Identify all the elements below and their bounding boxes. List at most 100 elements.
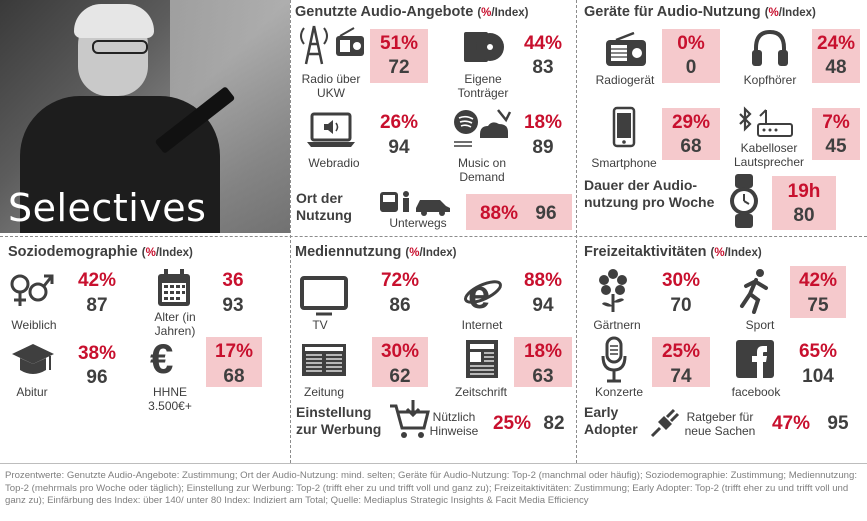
newspaper-idx: 62 [389,366,411,387]
radio-ukw-pct: 51% [379,33,419,54]
female-pct: 42% [77,270,117,291]
concerts-highlight [652,337,710,387]
facebook-icon [736,340,774,378]
usage-place-label: Unterwegs [389,216,447,230]
radio-device-label: Radiogerät [595,73,655,87]
devices-title: Geräte für Audio-Nutzung (%/Index) [584,4,816,20]
shopping-cart-icon [388,400,430,440]
early-adopter-label: Ratgeber für neue Sachen [684,410,756,438]
age-label: Alter (in Jahren) [154,310,196,338]
magazine-icon [464,338,500,380]
divider-footer [0,463,867,464]
listening-duration-title: Dauer der Audio-nutzung pro Woche [584,177,715,210]
divider-vertical-1 [290,0,291,463]
tv-icon [300,276,348,316]
usage-place-title: Ort der Nutzung [296,190,352,223]
internet-pct: 88% [523,270,563,291]
wireless-speaker-highlight [812,108,860,160]
socio-title: Soziodemographie (%/Index) [8,244,193,260]
leisure-title: Freizeitaktivitäten (%/Index) [584,244,762,260]
income-idx: 68 [223,366,245,387]
travel-icon [378,188,454,216]
female-label: Weiblich [11,318,57,332]
own-media-idx: 83 [532,57,554,78]
radio-ukw-idx: 72 [388,57,410,78]
runner-icon [738,268,772,314]
gender-icon [8,270,56,310]
radio-device-idx: 0 [685,57,697,78]
footnote: Prozentwerte: Genutzte Audio-Angebote: Z… [5,470,857,506]
abitur-pct: 38% [77,343,117,364]
calendar-icon [156,268,192,308]
abitur-idx: 96 [86,367,108,388]
wireless-speaker-idx: 45 [825,136,847,157]
smartphone-icon [612,106,636,148]
newspaper-pct: 30% [380,341,420,362]
internet-label: Internet [461,318,503,332]
ad-attitude-label: Nützlich Hinweise [429,410,479,438]
headphones-highlight [812,29,860,83]
flower-icon [598,268,628,314]
ad-attitude-title: Einstellung zur Werbung [296,404,382,437]
radio-tower-icon [296,22,366,66]
newspaper-label: Zeitung [303,385,345,399]
sport-label: Sport [745,318,775,332]
own-media-label: Eigene Tonträger [457,72,509,100]
magazine-highlight [514,337,572,387]
listening-duration-value: 19h [787,181,821,202]
streaming-icon [452,108,514,152]
income-pct: 17% [214,341,254,362]
early-adopter-idx: 95 [827,413,849,434]
webradio-pct: 26% [379,112,419,133]
facebook-idx: 104 [802,366,834,387]
radio-icon [604,32,648,68]
listening-duration-highlight [772,176,836,230]
female-idx: 87 [86,295,108,316]
persona-label: Selectives [8,186,207,230]
smartphone-label: Smartphone [591,156,657,170]
income-highlight [206,337,262,387]
listening-duration-idx: 80 [793,205,815,226]
headphones-pct: 24% [816,33,856,54]
sport-highlight [790,266,846,318]
music-on-demand-label: Music on Demand [457,156,507,184]
gardening-pct: 30% [661,270,701,291]
facebook-pct: 65% [798,341,838,362]
smartphone-idx: 68 [680,136,702,157]
euro-icon: € [150,335,174,382]
concerts-idx: 74 [670,366,692,387]
persona-photo: Selectives [0,0,290,233]
laptop-speaker-icon [306,112,356,148]
radio-ukw-label: Radio über UKW [301,72,361,100]
webradio-idx: 94 [388,137,410,158]
watch-icon [728,172,760,230]
early-adopter-title: Early Adopter [584,404,638,437]
gardening-idx: 70 [670,295,692,316]
radio-device-pct: 0% [677,33,705,54]
internet-explorer-icon: e [462,272,504,314]
webradio-label: Webradio [308,156,360,170]
income-label: HHNE 3.500€+ [148,385,192,413]
audio-offers-title: Genutzte Audio-Angebote (%/Index) [295,4,529,20]
radio-ukw-highlight [370,29,428,83]
magazine-pct: 18% [523,341,563,362]
tv-label: TV [312,318,328,332]
divider-vertical-2 [576,0,577,463]
smartphone-highlight [662,108,720,160]
bluetooth-speaker-icon [736,106,794,140]
headphones-label: Kopfhörer [743,73,797,87]
usage-place-idx: 96 [535,203,557,224]
magazine-label: Zeitschrift [454,385,507,399]
gardening-label: Gärtnern [593,318,641,332]
music-on-demand-pct: 18% [523,112,563,133]
sport-idx: 75 [807,295,829,316]
magazine-idx: 63 [532,366,554,387]
usage-place-highlight [466,194,572,230]
tv-pct: 72% [380,270,420,291]
divider-horizontal [0,236,867,237]
media-title: Mediennutzung (%/Index) [295,244,457,260]
newspaper-icon [300,342,348,378]
internet-idx: 94 [532,295,554,316]
music-on-demand-idx: 89 [532,137,554,158]
cd-icon [462,30,506,64]
